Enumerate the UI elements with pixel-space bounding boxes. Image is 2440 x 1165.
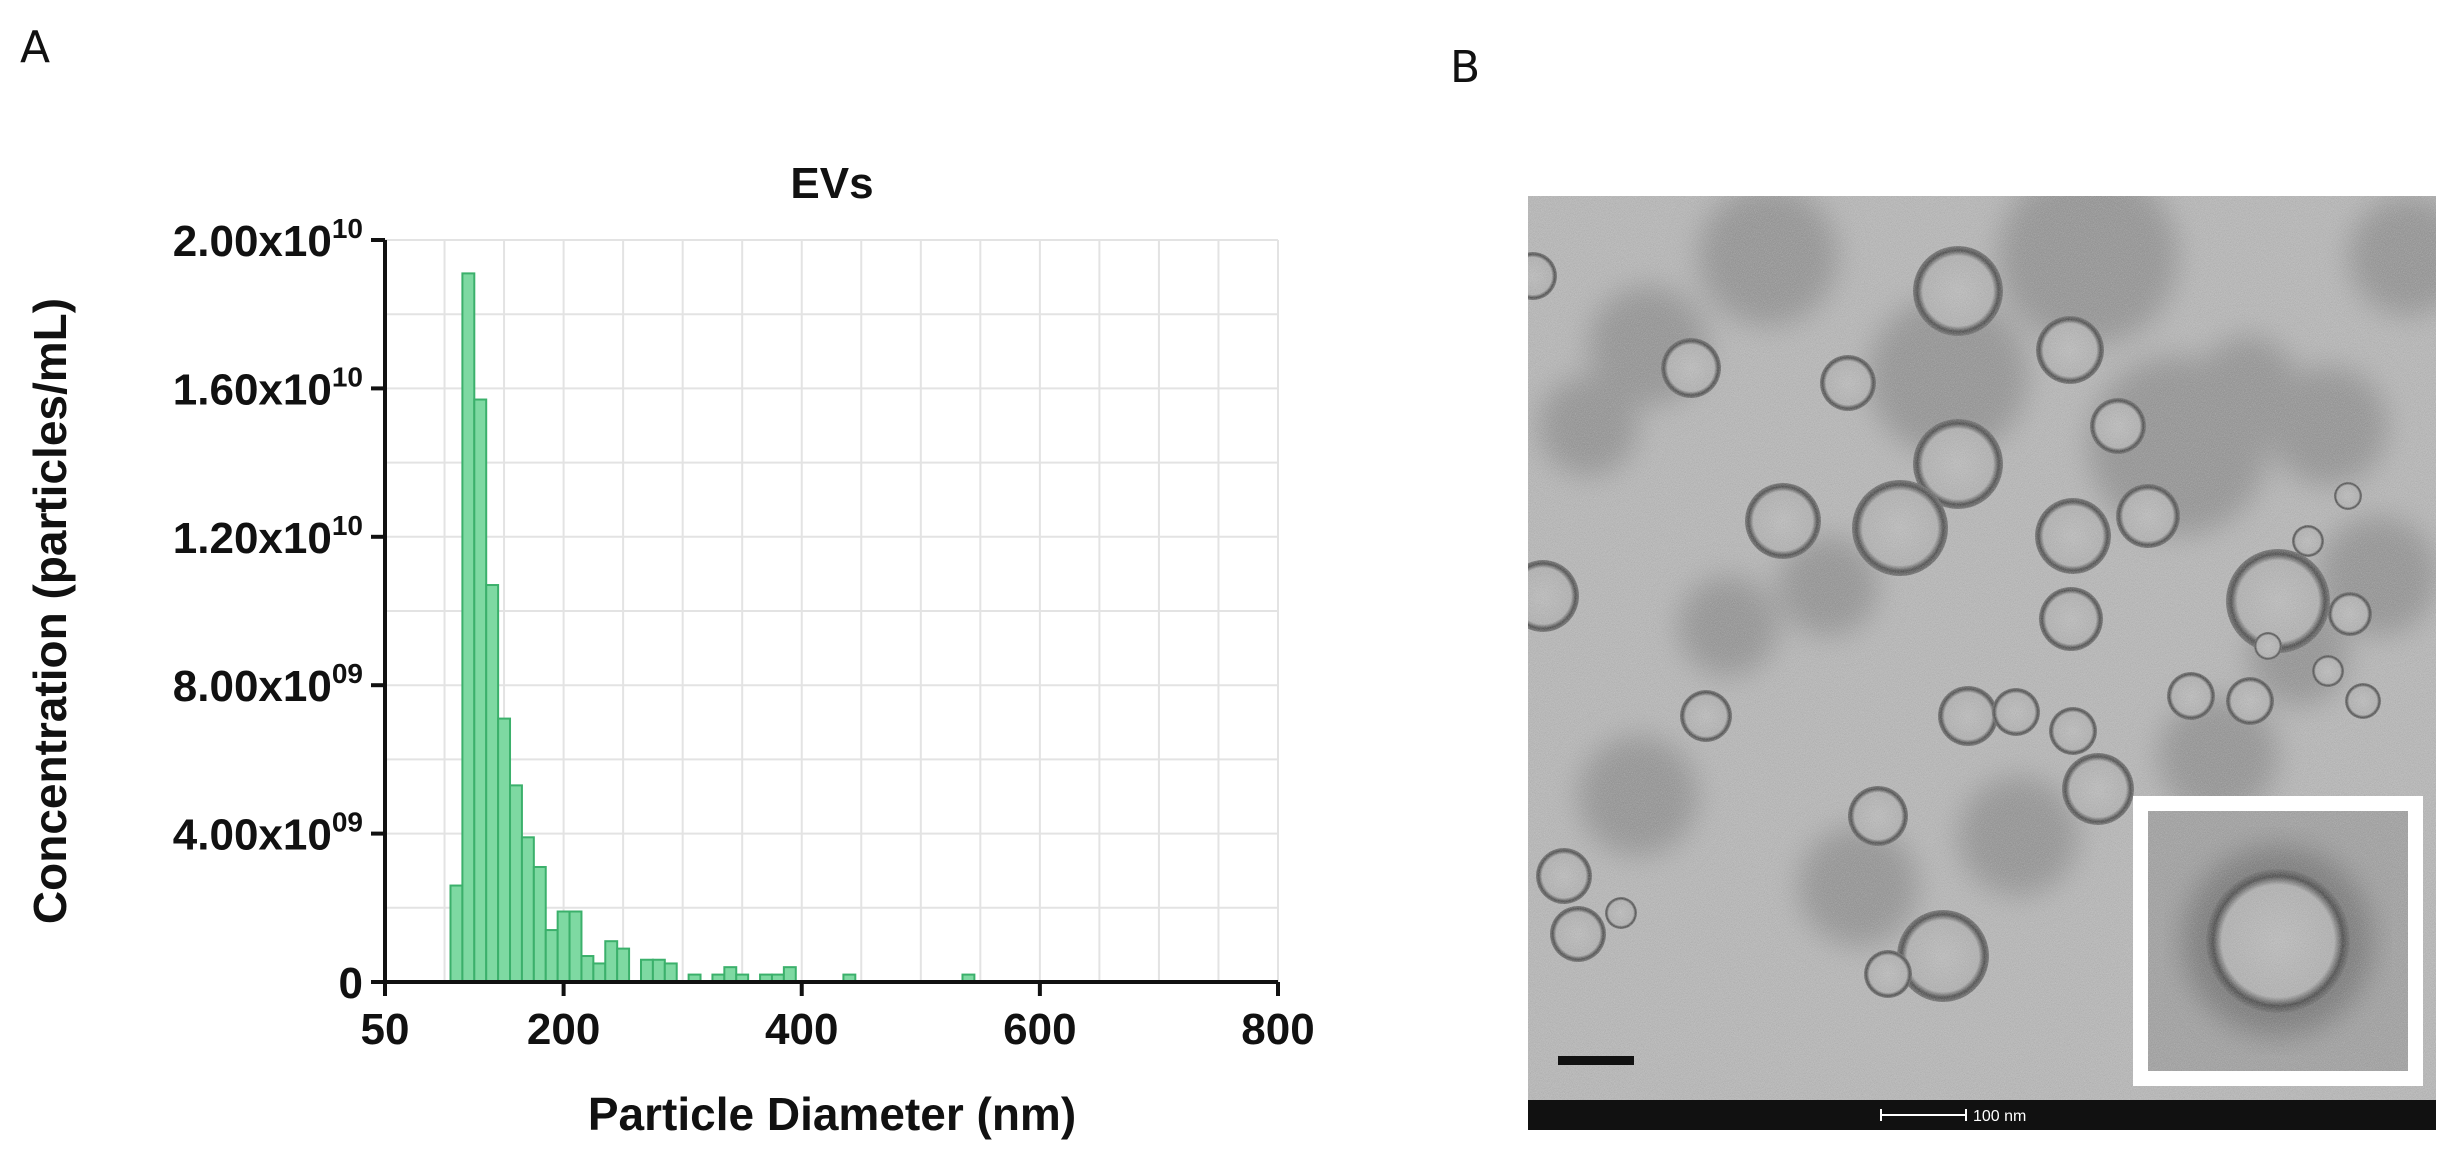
histogram-bar <box>639 958 654 983</box>
x-tick-label: 600 <box>1003 1005 1076 1054</box>
histogram-bar <box>580 955 595 984</box>
y-tick-label: 2.00x1010 <box>173 213 363 266</box>
y-tick-label: 4.00x1009 <box>173 807 363 860</box>
y-tick-label: 0 <box>339 959 363 1008</box>
x-axis-label: Particle Diameter (nm) <box>588 1088 1076 1140</box>
inset-image <box>2148 811 2408 1071</box>
histogram-bar <box>532 865 547 983</box>
histogram-bar <box>604 940 619 984</box>
x-tick-label: 400 <box>765 1005 838 1054</box>
histogram-bar <box>782 966 797 983</box>
y-tick-label: 1.60x1010 <box>173 361 363 414</box>
x-ticks: 50 200 400 600 800 <box>361 982 1315 1054</box>
x-tick-label: 800 <box>1241 1005 1314 1054</box>
histogram-bar <box>509 784 523 983</box>
histogram-bar <box>592 962 607 984</box>
panel-label-b: B <box>1450 42 1481 93</box>
histogram-bar <box>520 836 535 983</box>
histogram-bar <box>663 962 678 984</box>
scale-bar-label: 100 nm <box>1973 1108 2026 1125</box>
small-scale-bar <box>1558 1056 1634 1065</box>
y-ticks: 0 4.00x1009 8.00x1009 1.20x1010 1.60x1010 2.0… <box>173 213 385 1008</box>
histogram-bar <box>568 910 583 984</box>
panel-label-a: A <box>20 22 51 73</box>
x-tick-label: 200 <box>527 1005 600 1054</box>
histogram-bar <box>461 272 476 983</box>
y-tick-label: 8.00x1009 <box>173 658 363 711</box>
bars <box>449 272 976 984</box>
histogram-bar <box>616 947 631 983</box>
histogram-bar <box>544 929 559 983</box>
histogram-bar <box>651 958 666 983</box>
y-tick-label: 1.20x1010 <box>173 510 363 563</box>
histogram-bar <box>485 584 500 984</box>
x-tick-label: 50 <box>361 1005 410 1054</box>
histogram-bar <box>473 398 488 983</box>
histogram-bar <box>497 717 512 984</box>
grid <box>385 239 1279 982</box>
tem-micrograph: 100 nm <box>1528 196 2436 1130</box>
chart-title: EVs <box>790 159 873 208</box>
scale-bar-strip <box>1528 1100 2436 1130</box>
histogram-chart: 0 4.00x1009 8.00x1009 1.20x1010 1.60x1010 2.0… <box>24 159 1315 1140</box>
y-axis-label: Concentration (particles/mL) <box>24 298 76 924</box>
histogram-bar <box>723 966 738 983</box>
histogram-bar <box>556 910 571 984</box>
histogram-bar <box>449 884 464 983</box>
